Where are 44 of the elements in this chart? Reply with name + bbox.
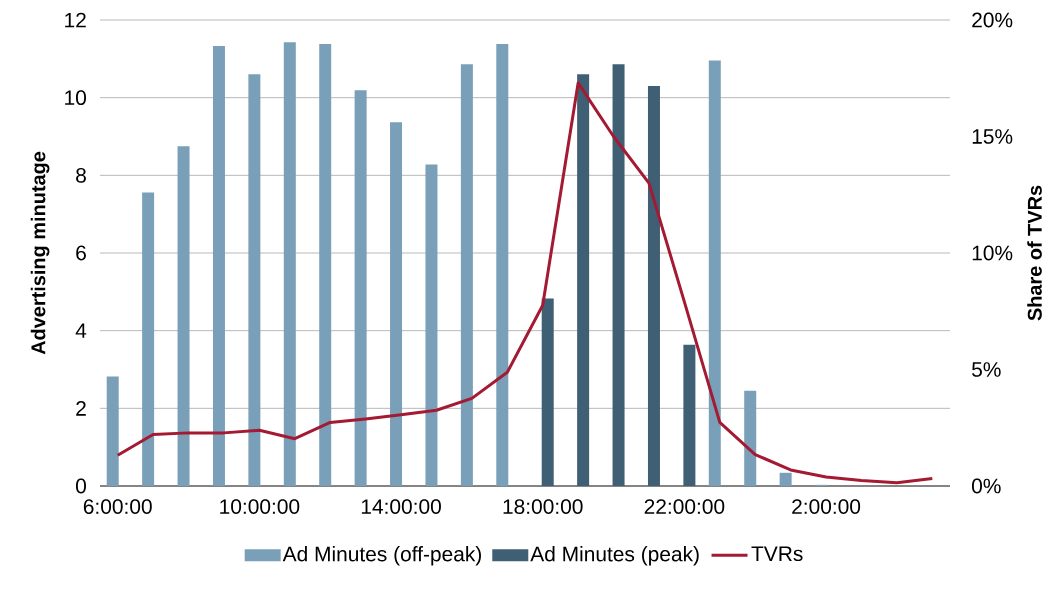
- legend-label: TVRs: [751, 546, 803, 562]
- bar: [744, 390, 757, 486]
- bar: [683, 344, 696, 486]
- x-tick-label: 10:00:00: [220, 499, 300, 514]
- bar: [577, 74, 590, 486]
- y-tick-label: 0: [76, 478, 86, 494]
- bar: [647, 86, 660, 486]
- bar: [106, 376, 119, 486]
- y2-tick-label: 10%: [972, 245, 1013, 261]
- bar: [354, 90, 367, 486]
- bar: [541, 298, 554, 486]
- y2-tick-label: 15%: [972, 129, 1013, 144]
- bar: [212, 46, 225, 486]
- legend-label: Ad Minutes (peak): [530, 546, 699, 566]
- y-tick-label: 10: [65, 90, 86, 106]
- bar: [390, 122, 403, 486]
- y-tick-label: 4: [75, 323, 87, 338]
- x-tick-label: 14:00:00: [361, 499, 441, 514]
- y-tick-label: 12: [65, 12, 86, 28]
- bar: [425, 164, 438, 486]
- bar: [708, 60, 721, 486]
- bar: [177, 146, 190, 486]
- x-tick-label: 22:00:00: [644, 499, 725, 514]
- x-tick-label: 18:00:00: [503, 499, 583, 514]
- bar: [460, 64, 473, 486]
- bar: [319, 44, 332, 486]
- y-tick-label: 6: [76, 245, 86, 261]
- y2-tick-label: 0%: [972, 478, 1001, 494]
- bar: [248, 74, 261, 486]
- y-axis-title: Advertising minutage: [30, 151, 50, 355]
- y2-tick-label: 5%: [972, 362, 1001, 377]
- y-tick-label: 2: [76, 401, 86, 416]
- bar: [779, 472, 792, 486]
- y-tick-label: 8: [76, 167, 86, 183]
- y2-axis-title: Share of TVRs: [1027, 185, 1042, 321]
- bar: [283, 42, 296, 486]
- bar: [496, 44, 509, 486]
- bar: [142, 192, 155, 486]
- x-tick-label: 6:00:00: [83, 499, 152, 514]
- y2-tick-label: 20%: [972, 12, 1013, 28]
- x-tick-label: 2:00:00: [792, 499, 861, 514]
- bar: [612, 64, 625, 486]
- legend-label: Ad Minutes (off-peak): [282, 546, 481, 566]
- line-series: [116, 81, 934, 485]
